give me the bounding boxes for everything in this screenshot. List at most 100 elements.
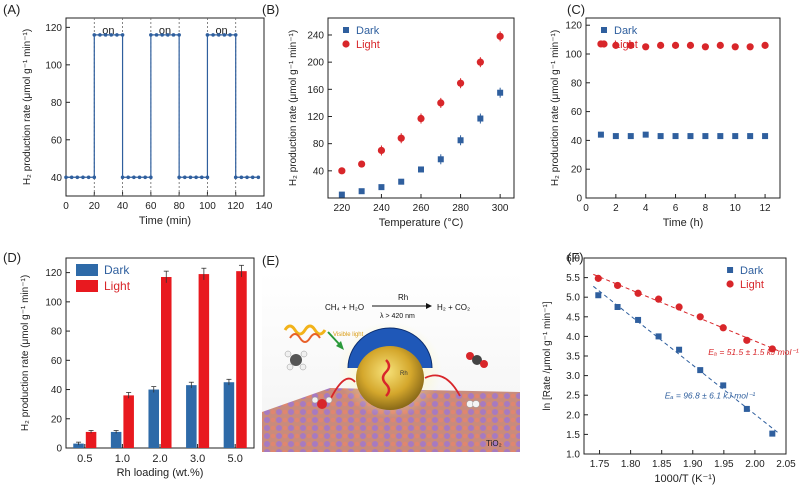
data-point xyxy=(177,33,181,37)
reactant-flow-arrow-icon xyxy=(329,377,356,401)
y-tick-label: 3.5 xyxy=(566,352,580,363)
data-point xyxy=(657,133,664,140)
x-tick-label: 5.0 xyxy=(228,453,243,465)
data-point xyxy=(256,175,261,180)
data-point xyxy=(672,133,679,140)
x-tick-label: 80 xyxy=(174,201,186,212)
y-tick-label: 40 xyxy=(51,173,63,184)
data-point xyxy=(228,33,232,37)
y-tick-label: 200 xyxy=(307,58,324,69)
x-tick-label: 240 xyxy=(373,203,390,214)
data-point xyxy=(727,267,734,273)
y-tick-label: 4.0 xyxy=(566,332,580,343)
y-tick-label: 120 xyxy=(45,23,62,34)
data-point xyxy=(183,175,187,180)
y-tick-label: 1.0 xyxy=(566,450,580,461)
data-point xyxy=(103,33,108,37)
y-tick-label: 160 xyxy=(307,85,324,96)
data-point xyxy=(476,58,484,66)
data-point xyxy=(92,175,97,180)
y-tick-label: 80 xyxy=(51,98,63,109)
data-point xyxy=(342,40,350,48)
x-tick-label: 300 xyxy=(492,203,509,214)
data-point xyxy=(642,43,650,51)
data-point xyxy=(614,304,621,310)
x-tick-label: 2.0 xyxy=(152,453,167,465)
data-point xyxy=(338,191,345,198)
data-point xyxy=(378,184,385,191)
x-tick-label: 0 xyxy=(583,203,589,214)
data-point xyxy=(120,175,125,180)
x-tick-label: 4 xyxy=(643,203,649,214)
legend-entry: Light xyxy=(614,39,638,51)
annotation-light: Eₐ = 51.5 ± 1.5 kJ mol⁻¹ xyxy=(708,347,799,357)
panel-label: (D) xyxy=(3,250,21,265)
data-point xyxy=(746,43,754,51)
methane-molecule-icon xyxy=(284,350,308,371)
y-tick-label: 80 xyxy=(313,139,325,150)
data-point xyxy=(132,175,136,180)
data-point xyxy=(338,167,346,175)
data-point xyxy=(137,175,142,180)
bar xyxy=(161,277,172,448)
data-point xyxy=(154,33,159,37)
x-tick-label: 3.0 xyxy=(190,453,205,465)
x-axis-label: Time (min) xyxy=(139,215,191,227)
data-point xyxy=(211,33,215,37)
data-point xyxy=(717,133,724,140)
y-tick-label: 40 xyxy=(51,385,63,396)
data-point xyxy=(716,41,724,49)
y-tick-label: 20 xyxy=(571,165,583,176)
data-point xyxy=(222,33,227,37)
bar xyxy=(223,382,235,448)
x-axis-label: Temperature (°C) xyxy=(379,217,463,229)
data-point xyxy=(437,156,444,163)
x-tick-label: 40 xyxy=(117,201,129,212)
y-tick-label: 60 xyxy=(51,356,63,367)
series-line xyxy=(66,34,259,178)
tio2-label: TiO₂ xyxy=(486,439,502,448)
reaction-products: H₂ + CO₂ xyxy=(437,303,470,312)
data-point xyxy=(743,405,750,412)
panel-e-schematic: (E) CH₄ + H₂O Rh λ > 420 nm H₂ + CO₂ Vis… xyxy=(262,253,520,452)
y-tick-label: 4.5 xyxy=(566,312,580,323)
rh-nanoparticle xyxy=(356,346,424,410)
legend-swatch xyxy=(76,280,98,292)
data-point xyxy=(743,336,751,344)
reaction-condition: λ > 420 nm xyxy=(380,313,415,320)
x-tick-label: 220 xyxy=(334,203,351,214)
legend-swatch xyxy=(76,264,98,276)
y-tick-label: 80 xyxy=(571,78,583,89)
legend-entry: Light xyxy=(104,279,131,293)
bar xyxy=(123,395,134,448)
panel-label: (B) xyxy=(262,2,279,17)
data-point xyxy=(634,289,642,297)
data-point xyxy=(671,41,680,49)
x-tick-label: 20 xyxy=(89,201,101,212)
data-point xyxy=(115,33,119,37)
light-wave-icon xyxy=(283,324,327,336)
data-point xyxy=(496,32,504,40)
x-tick-label: 1.85 xyxy=(652,459,672,470)
data-point xyxy=(437,99,445,107)
x-tick-label: 120 xyxy=(227,201,244,212)
data-point xyxy=(418,166,424,173)
data-point xyxy=(69,175,74,180)
y-tick-label: 5.5 xyxy=(566,273,580,284)
data-point xyxy=(726,280,734,288)
y-tick-label: 60 xyxy=(51,135,63,146)
y-tick-label: 120 xyxy=(565,21,582,32)
bar xyxy=(198,274,210,448)
panel-b: (B) 40 80 120 160 200 240 220 240 260 280 300 Temper… xyxy=(262,2,515,229)
data-point xyxy=(687,133,694,140)
y-tick-label: 120 xyxy=(307,112,324,123)
data-point xyxy=(696,313,704,321)
data-point xyxy=(627,133,634,140)
y-tick-label: 60 xyxy=(571,107,583,118)
legend-entry: Dark xyxy=(614,25,638,37)
y-axis-label: ln [Rate /μmol g⁻¹ min⁻¹] xyxy=(542,301,553,410)
bar xyxy=(73,443,84,448)
y-tick-label: 240 xyxy=(307,30,324,41)
data-point xyxy=(701,43,709,51)
legend-entry: Dark xyxy=(104,263,130,277)
